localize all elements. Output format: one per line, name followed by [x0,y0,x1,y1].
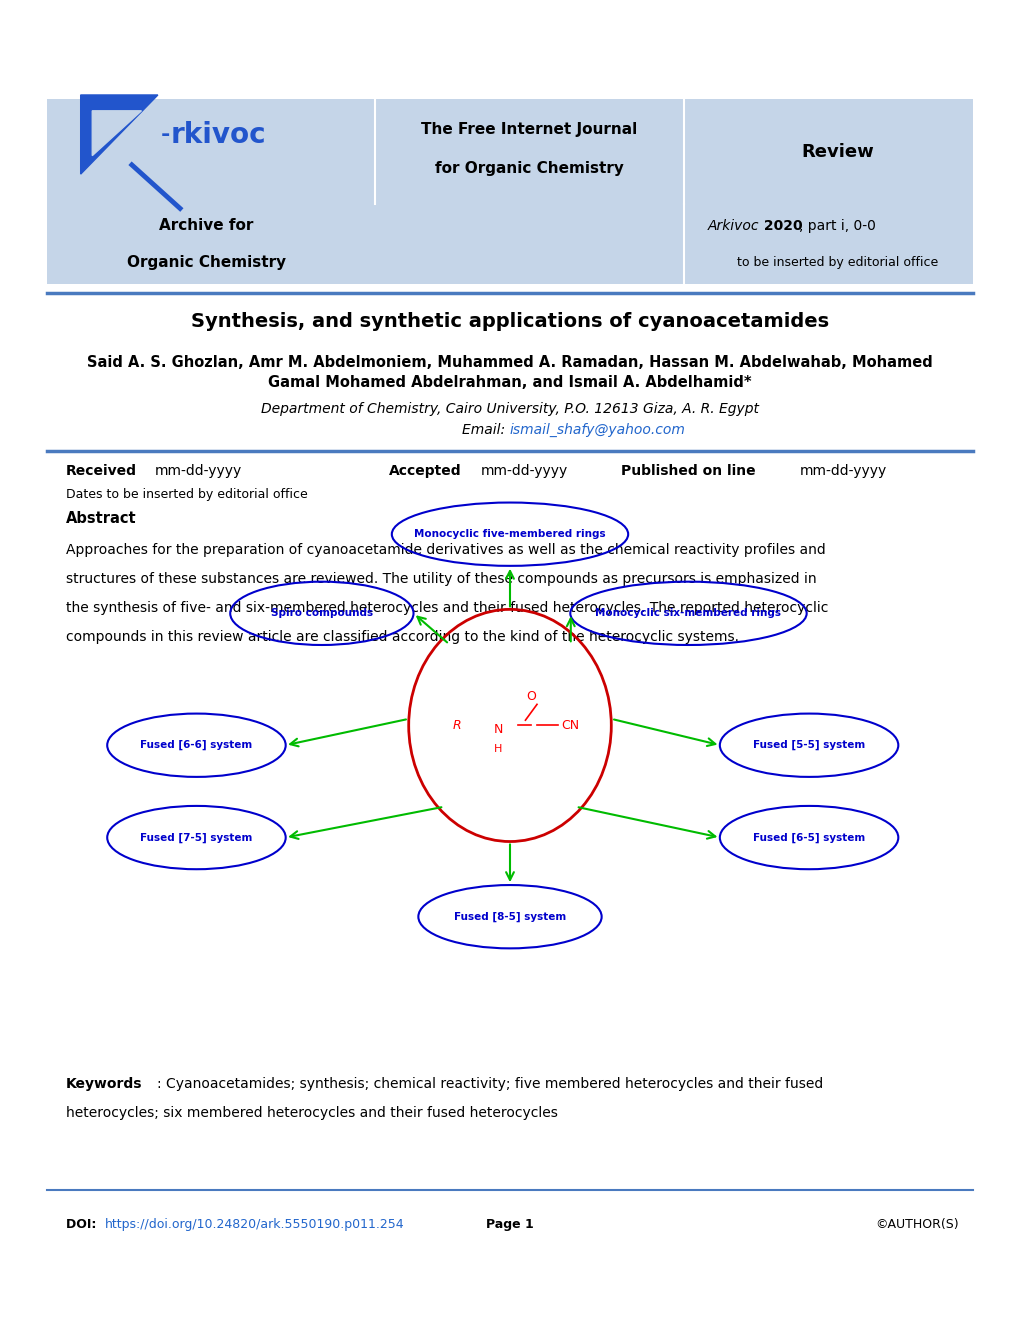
Polygon shape [92,111,142,156]
Text: Fused [6-6] system: Fused [6-6] system [141,740,253,751]
Text: Keywords: Keywords [66,1078,143,1091]
Text: Page 1: Page 1 [486,1217,533,1231]
FancyBboxPatch shape [47,99,972,204]
Text: Dates to be inserted by editorial office: Dates to be inserted by editorial office [66,488,308,501]
Text: Monocyclic five-membered rings: Monocyclic five-membered rings [414,529,605,539]
Text: rkivoc: rkivoc [170,120,266,149]
Text: Email:: Email: [462,423,510,437]
Text: CN: CN [561,719,579,732]
FancyBboxPatch shape [47,204,972,284]
Text: Archive for: Archive for [159,218,253,233]
Text: Monocyclic six-membered rings: Monocyclic six-membered rings [595,608,781,619]
Text: N: N [493,723,502,736]
Text: O: O [526,690,536,703]
Text: mm-dd-yyyy: mm-dd-yyyy [481,464,568,477]
Text: ismail_shafy@yahoo.com: ismail_shafy@yahoo.com [510,423,685,437]
Text: DOI:: DOI: [66,1217,101,1231]
Text: Accepted: Accepted [389,464,462,477]
Polygon shape [81,95,158,174]
Text: Received: Received [66,464,138,477]
Text: H: H [494,744,502,754]
Text: ©AUTHOR(S): ©AUTHOR(S) [874,1217,958,1231]
Text: for Organic Chemistry: for Organic Chemistry [434,161,624,177]
Text: heterocycles; six membered heterocycles and their fused heterocycles: heterocycles; six membered heterocycles … [66,1107,557,1120]
Text: Fused [8-5] system: Fused [8-5] system [453,911,566,922]
Text: Department of Chemistry, Cairo University, P.O. 12613 Giza, A. R. Egypt: Department of Chemistry, Cairo Universit… [261,402,758,415]
Text: Published on line: Published on line [621,464,755,477]
Text: Fused [5-5] system: Fused [5-5] system [752,740,864,751]
Text: Abstract: Abstract [66,510,137,526]
Text: The Free Internet Journal: The Free Internet Journal [421,121,637,137]
Text: Review: Review [801,142,873,161]
Text: structures of these substances are reviewed. The utility of these compounds as p: structures of these substances are revie… [66,572,816,586]
Text: Arkivoc: Arkivoc [707,219,758,232]
Text: Spiro compounds: Spiro compounds [271,608,373,619]
Text: Said A. S. Ghozlan, Amr M. Abdelmoniem, Muhammed A. Ramadan, Hassan M. Abdelwaha: Said A. S. Ghozlan, Amr M. Abdelmoniem, … [87,355,932,371]
Text: mm-dd-yyyy: mm-dd-yyyy [155,464,242,477]
Text: https://doi.org/10.24820/ark.5550190.p011.254: https://doi.org/10.24820/ark.5550190.p01… [105,1217,405,1231]
Text: Fused [6-5] system: Fused [6-5] system [752,832,864,843]
Text: Fused [7-5] system: Fused [7-5] system [141,832,253,843]
Text: mm-dd-yyyy: mm-dd-yyyy [799,464,886,477]
Text: Gamal Mohamed Abdelrahman, and Ismail A. Abdelhamid*: Gamal Mohamed Abdelrahman, and Ismail A.… [268,375,751,390]
Text: Approaches for the preparation of cyanoacetamide derivatives as well as the chem: Approaches for the preparation of cyanoa… [66,543,825,557]
Text: Synthesis, and synthetic applications of cyanoacetamides: Synthesis, and synthetic applications of… [191,313,828,331]
Text: , part i, 0-0: , part i, 0-0 [799,219,875,232]
Text: compounds in this review article are classified according to the kind of the het: compounds in this review article are cla… [66,630,739,644]
Text: R: R [452,719,461,732]
Text: to be inserted by editorial office: to be inserted by editorial office [737,256,937,269]
Text: Organic Chemistry: Organic Chemistry [126,255,285,270]
Text: : Cyanoacetamides; synthesis; chemical reactivity; five membered heterocycles an: : Cyanoacetamides; synthesis; chemical r… [157,1078,822,1091]
Text: 2020: 2020 [758,219,802,232]
Text: the synthesis of five- and six-membered heterocycles and their fused heterocycle: the synthesis of five- and six-membered … [66,601,827,615]
Text: -: - [161,124,170,145]
